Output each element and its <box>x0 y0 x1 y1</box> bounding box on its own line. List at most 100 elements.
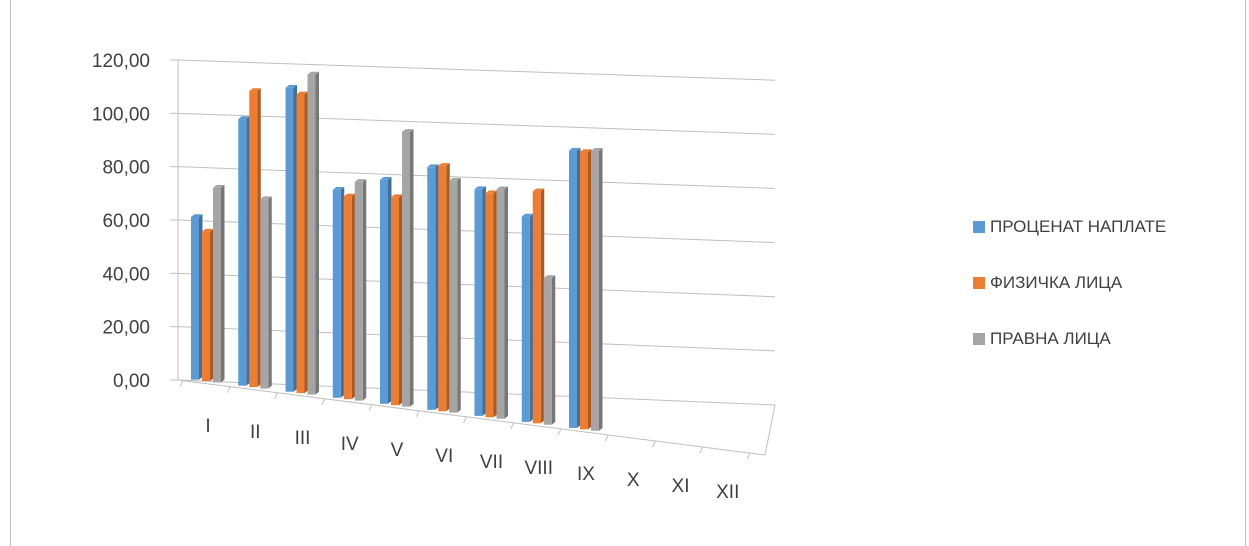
axes <box>170 59 776 460</box>
bar-1-III <box>285 87 294 392</box>
bar-side-2-II <box>257 88 261 388</box>
bar-top-2-II <box>249 88 261 92</box>
x-tick-mark <box>226 386 231 393</box>
bar-3-IX <box>591 150 599 431</box>
bar-2-VIII <box>532 191 541 424</box>
bar-top-2-VI <box>438 163 450 166</box>
bar-2-VI <box>438 165 447 412</box>
x-tick-label: II <box>250 422 261 443</box>
x-tick-label: III <box>295 428 311 449</box>
x-tick-mark <box>510 422 515 430</box>
legend: ПРОЦЕНАТ НАПЛАТЕ ФИЗИЧКА ЛИЦА ПРАВНА ЛИЦ… <box>973 216 1166 384</box>
legend-swatch-series-1 <box>973 221 985 233</box>
bar-side-2-V <box>399 194 403 406</box>
bar-side-3-IV <box>362 179 367 401</box>
bar-side-1-V <box>388 177 392 404</box>
x-tick-mark <box>652 440 656 448</box>
bar-side-2-VI <box>446 163 450 412</box>
bar-top-3-I <box>213 185 225 188</box>
bar-1-II <box>238 119 247 386</box>
bar-top-1-III <box>285 84 297 88</box>
bar-side-1-II <box>246 116 250 386</box>
x-tick-labels: I II III IV V VI VII VIII IX X XI XII <box>205 416 739 503</box>
bar-top-1-VIII <box>521 213 534 217</box>
bar-side-1-VI <box>435 164 439 410</box>
bar-top-3-II <box>260 196 272 200</box>
bar-2-III <box>296 94 305 394</box>
bar-side-3-VIII <box>551 275 556 425</box>
bar-3-VI <box>449 180 458 413</box>
bar-3-VII <box>496 189 505 419</box>
bar-3-III <box>307 74 316 395</box>
x-tick-label: XI <box>672 476 690 497</box>
bar-2-V <box>391 197 399 406</box>
bar-side-2-III <box>304 91 308 394</box>
x-tick-label: VIII <box>524 458 553 479</box>
bars <box>191 71 603 431</box>
bar-1-VI <box>427 167 436 410</box>
y-tick-label: 60,00 <box>102 211 150 232</box>
y-tick-label: 20,00 <box>102 318 150 339</box>
legend-label-series-1: ПРОЦЕНАТ НАПЛАТЕ <box>990 217 1167 236</box>
x-tick-mark <box>604 434 609 442</box>
gridline <box>177 166 776 189</box>
bar-1-V <box>380 179 388 404</box>
y-tick-label: 0,00 <box>113 371 150 392</box>
legend-item-series-1: ПРОЦЕНАТ НАПЛАТЕ <box>973 216 1166 238</box>
x-tick-label: VII <box>480 452 503 473</box>
x-tick-mark <box>179 380 184 387</box>
x-tick-label: IX <box>577 464 595 485</box>
bar-side-1-IX <box>577 147 581 428</box>
bar-top-3-VII <box>496 186 508 190</box>
bar-side-1-I <box>199 214 203 380</box>
bar-side-3-II <box>268 196 272 389</box>
bar-top-3-IV <box>354 179 367 182</box>
bar-side-2-IV <box>351 193 356 400</box>
bar-top-3-VI <box>449 177 461 181</box>
bar-top-2-IV <box>343 193 356 197</box>
x-tick-label: XII <box>716 482 739 503</box>
bar-side-3-VII <box>504 186 508 419</box>
legend-item-series-3: ПРАВНА ЛИЦА <box>973 328 1166 350</box>
floor-right-edge <box>764 404 776 456</box>
bar-top-3-IX <box>591 147 603 151</box>
legend-label-series-2: ФИЗИЧКА ЛИЦА <box>990 273 1123 292</box>
y-tick-label: 80,00 <box>102 158 150 179</box>
bar-1-IV <box>332 189 341 398</box>
bar-2-II <box>249 91 258 388</box>
bar-side-2-IX <box>588 149 592 430</box>
bar-1-VIII <box>521 216 530 422</box>
bar-side-2-VIII <box>540 188 545 424</box>
x-axis-line <box>177 379 766 456</box>
bar-side-1-VIII <box>529 213 534 422</box>
x-tick-mark <box>699 446 704 454</box>
x-tick-mark <box>463 416 467 424</box>
x-tick-label: VI <box>435 446 453 467</box>
bar-top-2-VIII <box>532 188 545 192</box>
bar-3-VIII <box>543 278 552 425</box>
x-tick-mark <box>746 452 751 460</box>
gridline <box>177 112 776 135</box>
x-tick-label: X <box>627 470 640 491</box>
x-tick-label: V <box>391 440 404 461</box>
bar-side-3-III <box>315 71 319 395</box>
bar-2-VII <box>485 193 494 418</box>
bar-top-3-VIII <box>543 275 556 279</box>
bar-top-1-IX <box>569 147 581 151</box>
legend-item-series-2: ФИЗИЧКА ЛИЦА <box>973 272 1166 294</box>
bar-side-3-V <box>410 129 414 407</box>
bar-side-3-VI <box>457 177 461 413</box>
x-tick-mark <box>274 392 278 399</box>
bar-top-1-IV <box>332 186 345 190</box>
y-tick-label: 40,00 <box>102 264 150 285</box>
bar-top-2-VII <box>485 190 497 194</box>
x-tick-mark <box>557 428 562 436</box>
bar-top-2-IX <box>580 149 592 153</box>
bar-side-3-I <box>221 185 225 383</box>
bar-side-1-III <box>293 84 297 392</box>
bar-3-IV <box>354 181 363 401</box>
chart-frame <box>10 0 1246 546</box>
x-tick-label: I <box>205 416 210 437</box>
x-tick-label: IV <box>341 434 359 455</box>
